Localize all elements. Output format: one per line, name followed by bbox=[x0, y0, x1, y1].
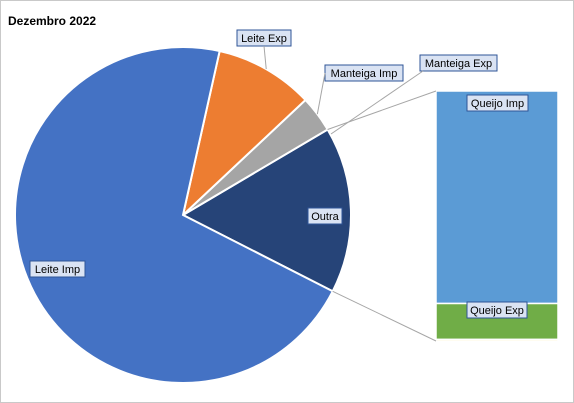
bar-segment-queijo-imp bbox=[435, 90, 559, 305]
svg-text:Leite Imp: Leite Imp bbox=[35, 264, 80, 276]
data-label-manteiga-exp: Manteiga Exp bbox=[419, 54, 498, 72]
data-label-queijo-exp: Queijo Exp bbox=[466, 301, 528, 319]
connector-line-top bbox=[327, 90, 437, 130]
svg-text:Manteiga Exp: Manteiga Exp bbox=[425, 58, 492, 70]
data-label-manteiga-imp: Manteiga Imp bbox=[324, 64, 404, 82]
svg-text:Manteiga Imp: Manteiga Imp bbox=[331, 68, 398, 80]
pie-slice-outra bbox=[180, 128, 352, 293]
data-label-leite-imp: Leite Imp bbox=[29, 260, 86, 278]
pie-slice-leite-imp bbox=[14, 46, 335, 384]
svg-text:Queijo Imp: Queijo Imp bbox=[471, 98, 524, 110]
chart-title: Dezembro 2022 bbox=[8, 14, 97, 28]
leader-line-manteiga-exp bbox=[330, 70, 424, 135]
data-label-outra: Outra bbox=[307, 207, 343, 225]
svg-text:Leite Exp: Leite Exp bbox=[241, 33, 287, 45]
leader-line-leite-exp bbox=[263, 45, 267, 70]
connector-line-bottom bbox=[332, 290, 437, 342]
bar-segment-manteiga-exp bbox=[435, 338, 559, 342]
data-label-queijo-imp: Queijo Imp bbox=[466, 94, 529, 112]
svg-text:Outra: Outra bbox=[311, 211, 339, 223]
data-label-leite-exp: Leite Exp bbox=[236, 29, 292, 47]
pie-slice-leite-exp bbox=[181, 49, 307, 218]
leader-line-manteiga-imp bbox=[316, 72, 326, 115]
svg-text:Queijo Exp: Queijo Exp bbox=[470, 305, 524, 317]
